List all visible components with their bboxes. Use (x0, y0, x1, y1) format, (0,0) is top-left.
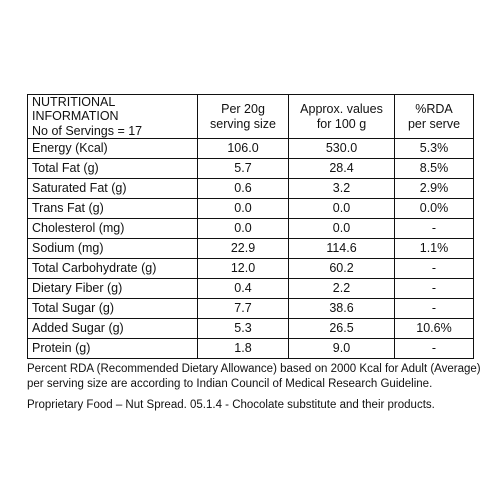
nutrition-panel: NUTRITIONAL INFORMATION No of Servings =… (27, 93, 481, 413)
table-row: Total Carbohydrate (g) 12.0 60.2- (27, 258, 474, 280)
nutrient-name: Sodium (mg) (27, 238, 198, 260)
nutrition-table: NUTRITIONAL INFORMATION No of Servings =… (27, 93, 474, 360)
per-100g-value: 28.4 (288, 158, 395, 180)
rda-value: 5.3% (394, 138, 474, 160)
table-row: Energy (Kcal) 106.0 530.0 5.3% (27, 138, 474, 160)
per-100g-value: 26.5 (288, 318, 395, 340)
nutrient-name: Total Fat (g) (27, 158, 198, 180)
header-rda-line2: per serve (407, 116, 461, 131)
header-nutritional-information: NUTRITIONAL INFORMATION No of Servings =… (27, 93, 198, 140)
footnote-line2: per serving size are according to Indian… (27, 378, 433, 391)
nutrient-name: Total Carbohydrate (g) (27, 258, 198, 280)
header-per-serving-line1: Per 20g (221, 102, 265, 117)
table-row: Cholesterol (mg) 0.0 0.0- (27, 218, 474, 240)
nutrient-name: Cholesterol (mg) (27, 218, 198, 240)
footnote-line1: Percent RDA (Recommended Dietary Allowan… (27, 363, 481, 376)
nutrient-name: Dietary Fiber (g) (27, 278, 198, 300)
per-serving-value: 0.4 (197, 278, 289, 300)
table-row: Total Fat (g) 5.7 28.4 8.5% (27, 158, 474, 180)
per-100g-value: 0.0 (288, 198, 395, 220)
per-100g-value: 2.2 (288, 278, 395, 300)
table-row: Saturated Fat (g) 0.6 3.2 2.9% (27, 178, 474, 200)
table-row: Trans Fat (g) 0.0 0.0 0.0% (27, 198, 474, 220)
rda-value: 2.9% (394, 178, 474, 200)
rda-value: 0.0% (394, 198, 474, 220)
rda-value: - (394, 338, 474, 360)
rda-value: - (394, 298, 474, 320)
header-per-100g: Approx. values for 100 g (288, 93, 395, 140)
rda-footnote: Percent RDA (Recommended Dietary Allowan… (27, 362, 481, 392)
nutrition-table-body: Energy (Kcal) 106.0 530.0 5.3% Total Fat (g)… (27, 138, 474, 360)
header-info-line2: No of Servings = 17 (32, 123, 143, 138)
table-row: Total Sugar (g) 7.7 38.6- (27, 298, 474, 320)
per-serving-value: 22.9 (197, 238, 289, 260)
per-serving-value: 1.8 (197, 338, 289, 360)
nutrient-name: Protein (g) (27, 338, 198, 360)
rda-value: 8.5% (394, 158, 474, 180)
header-per-100g-line1: Approx. values (300, 102, 383, 117)
per-serving-value: 7.7 (197, 298, 289, 320)
per-serving-value: 12.0 (197, 258, 289, 280)
header-per-serving-line2: serving size (210, 116, 276, 131)
per-serving-value: 0.6 (197, 178, 289, 200)
per-serving-value: 106.0 (197, 138, 289, 160)
rda-value: - (394, 278, 474, 300)
nutrient-name: Total Sugar (g) (27, 298, 198, 320)
header-info-line1: NUTRITIONAL INFORMATION (32, 95, 119, 124)
table-row: Dietary Fiber (g) 0.4 2.2- (27, 278, 474, 300)
header-per-100g-line2: for 100 g (316, 116, 367, 131)
rda-value: - (394, 258, 474, 280)
table-row: Protein (g) 1.8 9.0- (27, 338, 474, 360)
rda-value: 1.1% (394, 238, 474, 260)
per-100g-value: 114.6 (288, 238, 395, 260)
per-100g-value: 38.6 (288, 298, 395, 320)
nutrient-name: Saturated Fat (g) (27, 178, 198, 200)
per-100g-value: 3.2 (288, 178, 395, 200)
rda-value: 10.6% (394, 318, 474, 340)
table-row: Sodium (mg) 22.9 114.6 1.1% (27, 238, 474, 260)
per-serving-value: 0.0 (197, 218, 289, 240)
header-per-serving: Per 20g serving size (197, 93, 289, 140)
rda-value: - (394, 218, 474, 240)
header-rda-line1: %RDA (415, 102, 453, 117)
nutrient-name: Energy (Kcal) (27, 138, 198, 160)
food-category-note: Proprietary Food – Nut Spread. 05.1.4 - … (27, 399, 435, 411)
per-serving-value: 5.7 (197, 158, 289, 180)
header-rda: %RDA per serve (394, 93, 474, 140)
per-100g-value: 530.0 (288, 138, 395, 160)
table-row: Added Sugar (g) 5.3 26.5 10.6% (27, 318, 474, 340)
nutrient-name: Trans Fat (g) (27, 198, 198, 220)
per-100g-value: 60.2 (288, 258, 395, 280)
per-serving-value: 0.0 (197, 198, 289, 220)
per-100g-value: 9.0 (288, 338, 395, 360)
nutrient-name: Added Sugar (g) (27, 318, 198, 340)
per-100g-value: 0.0 (288, 218, 395, 240)
per-serving-value: 5.3 (197, 318, 289, 340)
table-header-row: NUTRITIONAL INFORMATION No of Servings =… (27, 93, 474, 140)
